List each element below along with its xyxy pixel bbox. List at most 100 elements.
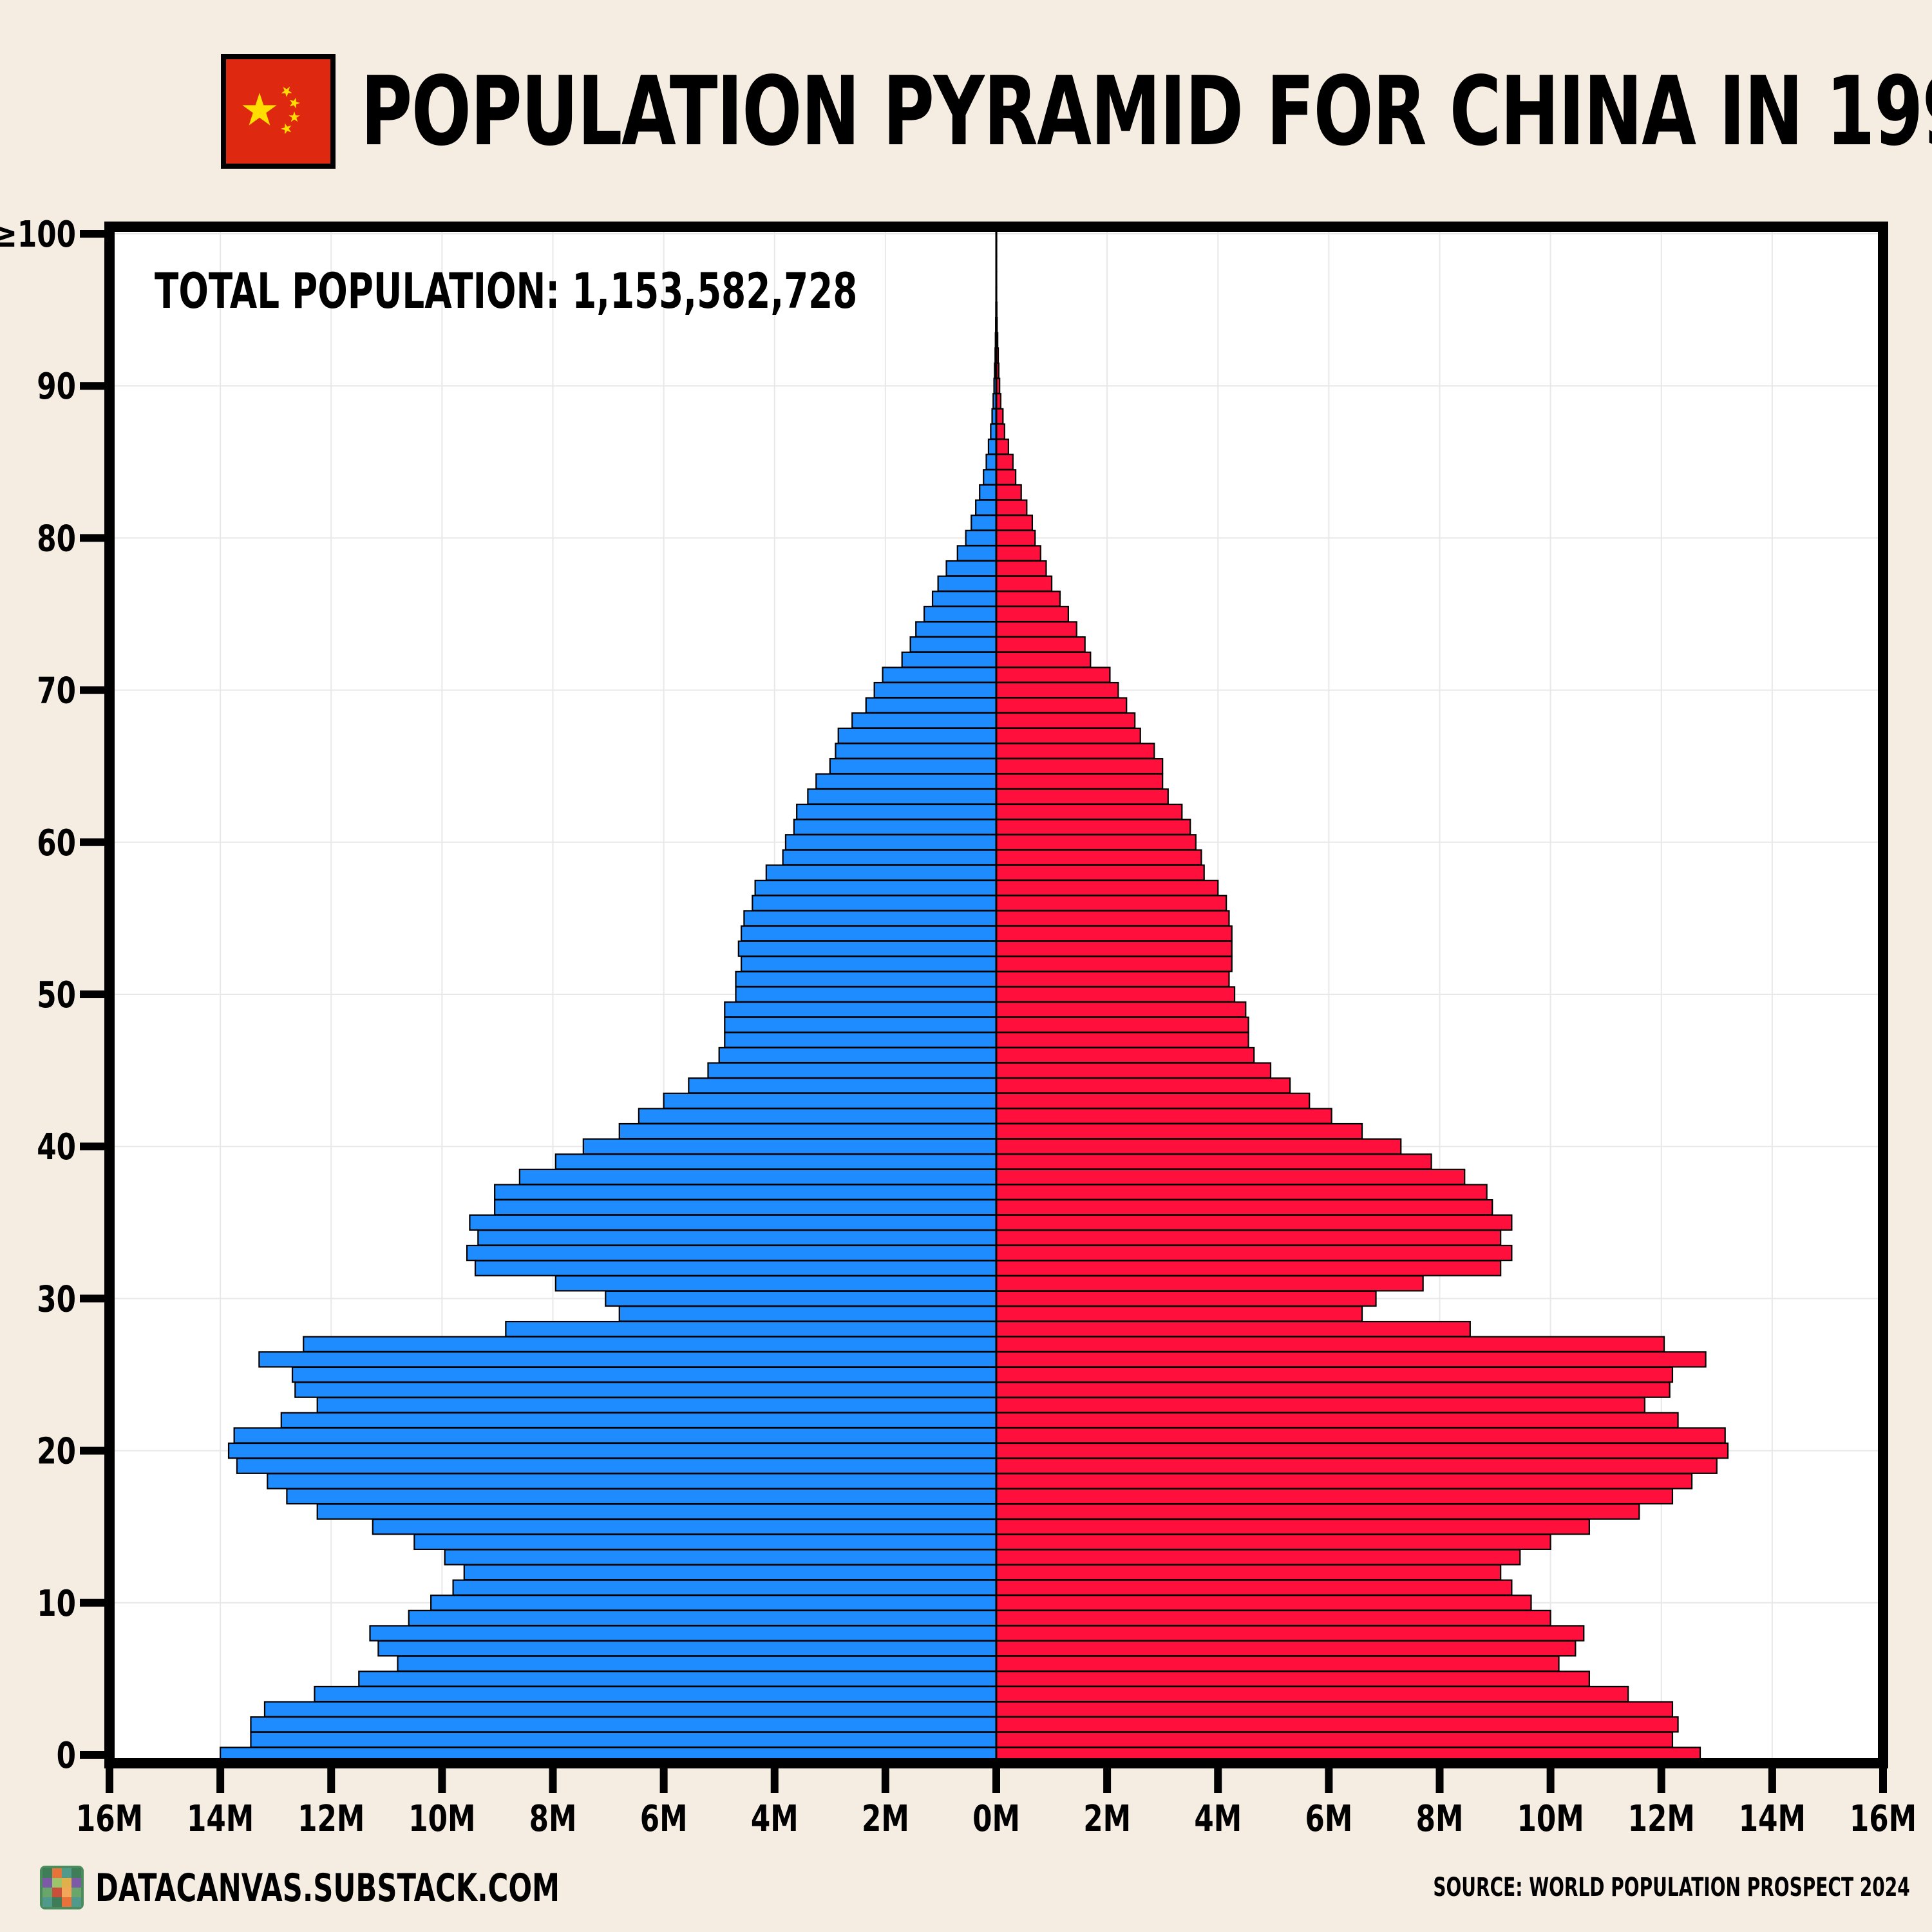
bar-right: [995, 1685, 1629, 1703]
logo-tile: [52, 1897, 62, 1907]
bar-left: [250, 1731, 998, 1748]
bar-left: [358, 1671, 998, 1687]
bars: [220, 225, 1729, 1763]
bar-left: [688, 1077, 998, 1094]
x-tick-label: 16M: [76, 1797, 143, 1840]
bar-right: [995, 1655, 1560, 1672]
bar-left: [663, 1092, 998, 1110]
bar-left: [291, 1366, 998, 1383]
bar-left: [735, 971, 998, 988]
bar-left: [413, 1533, 998, 1550]
bar-right: [995, 1488, 1674, 1505]
logo-tile: [52, 1878, 62, 1888]
bar-left: [263, 1701, 998, 1718]
bar-right: [995, 529, 1036, 547]
bar-left: [250, 1716, 998, 1733]
bar-left: [909, 636, 998, 653]
bar-left: [286, 1488, 998, 1505]
bar-left: [735, 986, 998, 1003]
x-tick-label: 2M: [1083, 1797, 1131, 1840]
bar-left: [865, 697, 998, 714]
bar-left: [931, 591, 998, 607]
bar-left: [294, 1381, 998, 1398]
bar-left: [983, 469, 998, 486]
x-tick-label: 2M: [862, 1797, 909, 1840]
bar-right: [995, 1519, 1590, 1535]
bar-right: [995, 681, 1119, 699]
bar-right: [995, 1032, 1249, 1048]
bar-left: [303, 1336, 998, 1352]
flag-small-star: [281, 123, 292, 135]
bar-right: [995, 895, 1227, 911]
bar-left: [979, 484, 998, 501]
bar-right: [995, 1108, 1332, 1124]
bar-left: [752, 895, 998, 911]
bar-right: [995, 1260, 1502, 1276]
bar-right: [995, 591, 1061, 607]
bar-right: [995, 621, 1077, 638]
x-tick-label: 12M: [298, 1797, 365, 1840]
bar-right: [995, 560, 1047, 577]
bar-right: [995, 940, 1233, 957]
bar-left: [937, 575, 998, 592]
bar-right: [995, 1320, 1471, 1338]
bar-right: [995, 651, 1092, 668]
y-tick-label: 40: [37, 1126, 76, 1168]
bar-left: [408, 1609, 998, 1627]
header: POPULATION PYRAMID FOR CHINA IN 1990: [0, 45, 1932, 174]
bar-right: [995, 1229, 1502, 1246]
bar-left: [815, 773, 998, 790]
bar-left: [784, 834, 998, 851]
bar-left: [463, 1564, 998, 1581]
bar-right: [995, 1457, 1718, 1474]
bar-left: [754, 879, 998, 896]
logo-tile: [52, 1868, 62, 1878]
bar-right: [995, 1275, 1424, 1292]
bar-right: [995, 1640, 1577, 1657]
bar-left: [444, 1549, 998, 1566]
bar-right: [995, 803, 1183, 820]
bar-left: [477, 1229, 998, 1246]
bar-left: [945, 560, 998, 577]
bar-right: [995, 1001, 1247, 1018]
bar-right: [995, 1579, 1513, 1596]
bar-left: [987, 439, 998, 455]
bar-left: [835, 743, 998, 759]
bar-right: [995, 545, 1041, 562]
bar-left: [975, 499, 998, 516]
logo-tile: [71, 1868, 81, 1878]
bar-left: [923, 605, 998, 623]
bar-right: [995, 1701, 1674, 1718]
bar-left: [718, 1046, 998, 1064]
bar-right: [995, 1153, 1432, 1170]
bar-right: [995, 697, 1128, 714]
y-tick-label: 20: [37, 1430, 76, 1472]
bar-right: [995, 1549, 1521, 1566]
x-tick-label: 12M: [1628, 1797, 1695, 1840]
bar-right: [995, 1397, 1646, 1414]
bar-right: [995, 925, 1233, 942]
bar-left: [554, 1275, 998, 1292]
flag-large-star: [242, 93, 277, 126]
x-tick-label: 14M: [187, 1797, 254, 1840]
bar-right: [995, 515, 1034, 531]
x-tick-label: 4M: [1194, 1797, 1242, 1840]
source-note: SOURCE: WORLD POPULATION PROSPECT 2024: [1433, 1873, 1910, 1902]
bar-right: [995, 743, 1155, 759]
brand-link[interactable]: DATACANVAS.SUBSTACK.COM: [95, 1866, 560, 1911]
logo-tile: [43, 1888, 52, 1897]
flag-small-star: [289, 97, 300, 109]
bar-left: [618, 1305, 998, 1322]
y-tick-label: 50: [37, 974, 76, 1016]
y-tick-label: 80: [37, 517, 76, 560]
bar-right: [995, 879, 1219, 896]
bar-left: [505, 1320, 998, 1338]
bar-right: [995, 1290, 1377, 1307]
bar-left: [743, 910, 998, 927]
logo-tile: [62, 1878, 71, 1888]
bar-right: [995, 1062, 1272, 1079]
bar-right: [995, 834, 1197, 851]
bar-left: [369, 1625, 998, 1642]
bar-left: [971, 515, 998, 531]
